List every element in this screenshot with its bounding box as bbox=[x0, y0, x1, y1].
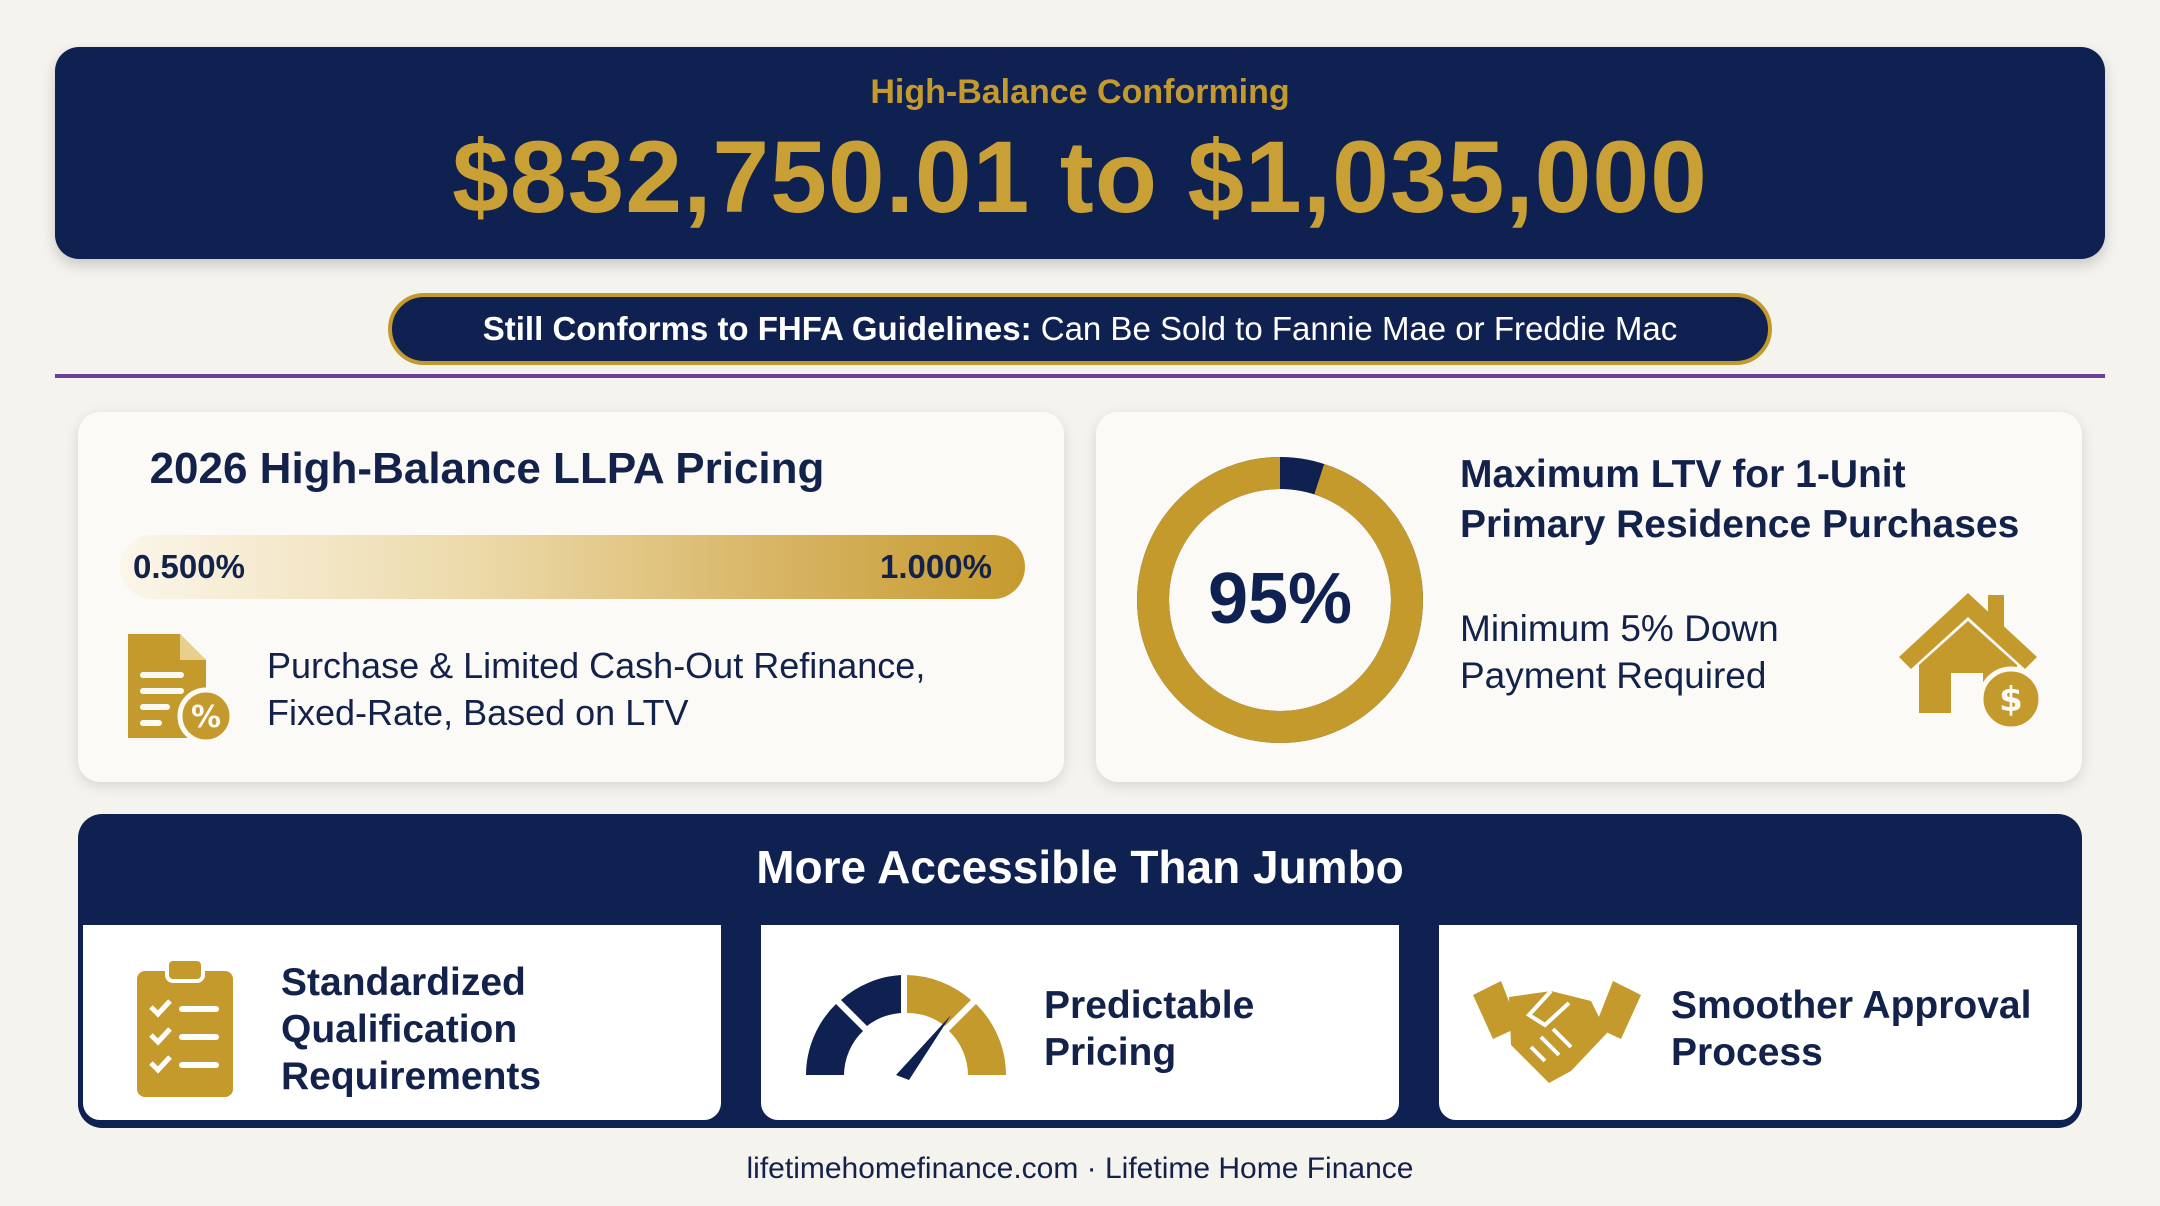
llpa-low-value: 0.500% bbox=[133, 548, 245, 585]
llpa-title: 2026 High-Balance LLPA Pricing bbox=[149, 444, 825, 493]
handshake-icon bbox=[1473, 981, 1641, 1083]
header-banner: High-Balance Conforming $832,750.01 to $… bbox=[55, 47, 2105, 259]
ltv-subtitle: Minimum 5% Down Payment Required bbox=[1460, 608, 1779, 696]
feature-card-qualification: Standardized Qualification Requirements bbox=[78, 925, 726, 1125]
svg-text:$: $ bbox=[1999, 680, 2023, 720]
llpa-range-bar bbox=[120, 535, 1025, 599]
fhfa-conformance-pill: Still Conforms to FHFA Guidelines: Can B… bbox=[388, 293, 1772, 365]
clipboard-checklist-icon bbox=[137, 957, 233, 1097]
section-divider bbox=[55, 374, 2105, 378]
document-percent-icon: % bbox=[128, 634, 235, 745]
svg-text:%: % bbox=[191, 700, 221, 735]
llpa-high-value: 1.000% bbox=[880, 548, 992, 585]
donut-value-arc bbox=[1137, 457, 1423, 743]
feature-label: Predictable Pricing bbox=[1044, 984, 1255, 1074]
ltv-percent-label: 95% bbox=[1208, 559, 1352, 639]
house-dollar-icon: $ bbox=[1899, 593, 2044, 732]
feature-label: Standardized Qualification Requirements bbox=[281, 961, 542, 1098]
accessible-title: More Accessible Than Jumbo bbox=[756, 841, 1404, 893]
feature-card-approval: Smoother Approval Process bbox=[1434, 925, 2082, 1125]
ltv-title: Maximum LTV for 1-Unit Primary Residence… bbox=[1460, 453, 2020, 546]
feature-card-pricing: Predictable Pricing bbox=[756, 925, 1404, 1125]
gauge-icon bbox=[806, 975, 1006, 1080]
llpa-description: Purchase & Limited Cash-Out Refinance, F… bbox=[267, 645, 926, 733]
banner-kicker: High-Balance Conforming bbox=[870, 73, 1290, 111]
feature-label: Smoother Approval Process bbox=[1671, 984, 2032, 1074]
ltv-donut-chart: 95% bbox=[1137, 457, 1423, 743]
footer-credit: lifetimehomefinance.com · Lifetime Home … bbox=[746, 1152, 1414, 1185]
pill-text: Can Be Sold to Fannie Mae or Freddie Mac bbox=[1031, 310, 1678, 347]
pill-bold-text: Still Conforms to FHFA Guidelines: bbox=[482, 310, 1032, 347]
loan-limit-range: $832,750.01 to $1,035,000 bbox=[452, 120, 1708, 234]
